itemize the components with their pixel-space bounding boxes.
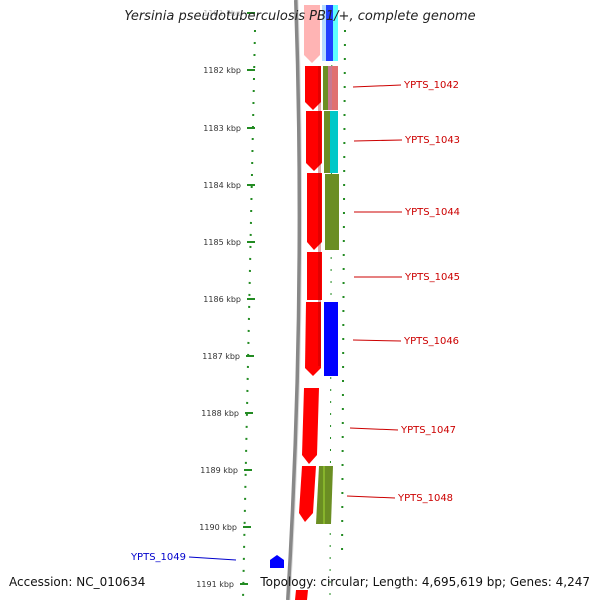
gene-label[interactable]: YPTS_1045 bbox=[404, 272, 460, 283]
gene-block[interactable] bbox=[332, 66, 338, 110]
gene-block[interactable] bbox=[305, 66, 321, 110]
gene-block[interactable] bbox=[323, 66, 328, 110]
gene-label[interactable]: YPTS_1043 bbox=[404, 135, 460, 146]
gene-block[interactable] bbox=[324, 302, 338, 376]
kbp-tick-label: 1188 kbp bbox=[201, 409, 239, 418]
gene-block[interactable] bbox=[330, 111, 338, 173]
gene-block[interactable] bbox=[305, 302, 321, 376]
gene-block[interactable] bbox=[306, 111, 322, 171]
right-dotted-axis-outer bbox=[341, 29, 346, 561]
gene-block[interactable] bbox=[302, 388, 319, 464]
gene-shading bbox=[318, 66, 321, 366]
gene-label-leader bbox=[188, 556, 237, 561]
accession-text: Accession: NC_010634 bbox=[9, 575, 146, 589]
gene-ring-red bbox=[295, 5, 322, 600]
gene-block[interactable] bbox=[333, 5, 338, 61]
gene-block[interactable] bbox=[326, 5, 333, 61]
kbp-tick-label: 1185 kbp bbox=[203, 238, 241, 247]
gene-label-leader bbox=[352, 339, 402, 342]
gene-block[interactable] bbox=[295, 590, 308, 600]
genome-backbone bbox=[286, 0, 302, 601]
gene-block[interactable] bbox=[325, 174, 339, 250]
genome-title: Yersinia pseudotuberculosis PB1/+, compl… bbox=[124, 9, 476, 24]
gene-block[interactable] bbox=[324, 111, 330, 173]
gene-block[interactable] bbox=[304, 5, 320, 63]
topology-text: Topology: circular; Length: 4,695,619 bp… bbox=[260, 575, 590, 589]
gene-block[interactable] bbox=[307, 252, 322, 300]
gene-label[interactable]: YPTS_1044 bbox=[404, 207, 460, 218]
gene-label[interactable]: YPTS_1049 bbox=[130, 552, 186, 563]
gene-label-leader bbox=[353, 139, 403, 142]
kbp-tick-label: 1190 kbp bbox=[199, 523, 237, 532]
gene-YPTS_1049-arrow[interactable] bbox=[270, 555, 284, 568]
gene-ring-colored bbox=[316, 5, 339, 524]
gene-label[interactable]: YPTS_1047 bbox=[400, 425, 456, 436]
kbp-tick-label: 1181 kbp bbox=[203, 9, 241, 18]
kbp-tick-label: 1182 kbp bbox=[203, 66, 241, 75]
kbp-tick-label: 1186 kbp bbox=[203, 295, 241, 304]
genome-backbone-highlight bbox=[289, 0, 303, 601]
kbp-tick-label: 1187 kbp bbox=[202, 352, 240, 361]
kbp-ticks: 1181 kbp 1182 kbp 1183 kbp 1184 kbp 1185 kbp… bbox=[196, 9, 255, 589]
gene-label-leader bbox=[349, 427, 399, 431]
kbp-tick-label: 1191 kbp bbox=[196, 580, 234, 589]
gene-block[interactable] bbox=[328, 66, 332, 110]
gene-label-leader bbox=[346, 495, 396, 499]
gene-label[interactable]: YPTS_1046 bbox=[403, 336, 459, 347]
gene-block[interactable] bbox=[322, 5, 326, 61]
kbp-tick-label: 1184 kbp bbox=[203, 181, 241, 190]
gene-labels: YPTS_1042 YPTS_1043 YPTS_1044 YPTS_1045 YPTS… bbox=[130, 80, 460, 563]
kbp-tick-label: 1183 kbp bbox=[203, 124, 241, 133]
gene-block[interactable] bbox=[307, 173, 322, 250]
gene-label[interactable]: YPTS_1048 bbox=[397, 493, 453, 504]
gene-block[interactable] bbox=[323, 466, 325, 524]
gene-label[interactable]: YPTS_1042 bbox=[403, 80, 459, 91]
gene-label-leader bbox=[352, 84, 402, 88]
kbp-tick-label: 1189 kbp bbox=[200, 466, 238, 475]
left-dotted-axis bbox=[242, 29, 256, 601]
gene-block[interactable] bbox=[299, 466, 316, 522]
